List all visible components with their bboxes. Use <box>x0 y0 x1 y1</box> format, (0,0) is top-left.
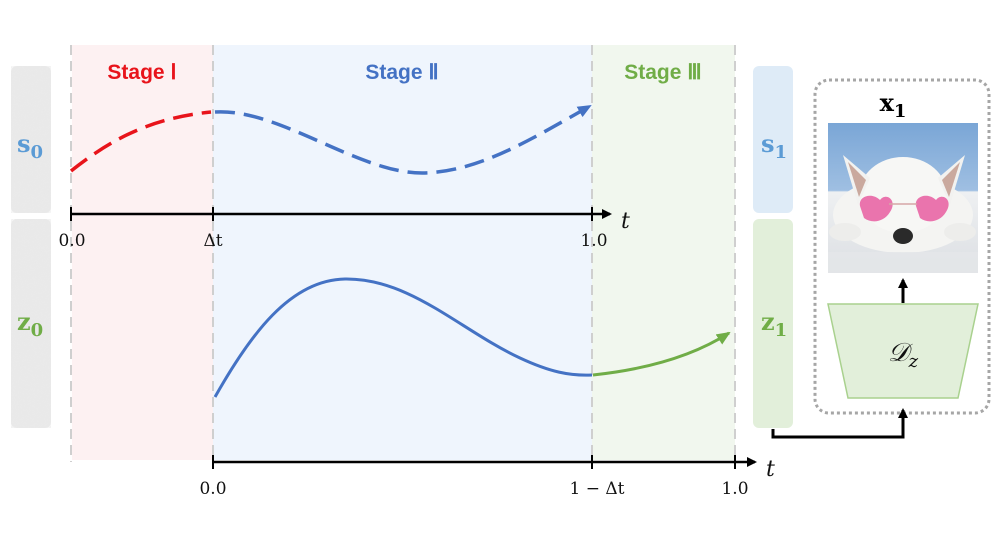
stage1-label: Stage Ⅰ <box>107 61 176 84</box>
top-time-axis: 0.0 Δt 1.0 t <box>58 207 630 251</box>
stage1-region <box>72 45 213 460</box>
s1-box <box>753 66 793 213</box>
z-trajectory-stage2 <box>213 277 593 398</box>
s0-label: s0 <box>17 129 43 163</box>
s1-label: s1 <box>761 129 787 163</box>
x1-label: x1 <box>880 88 907 122</box>
z1-to-decoder-arrow <box>771 408 908 439</box>
s-trajectory-stage1 <box>69 110 212 173</box>
top-axis-tick-0: 0.0 <box>58 231 85 251</box>
z1-label: z1 <box>761 307 787 341</box>
bottom-time-axis: 0.0 1 − Δt 1.0 t <box>199 455 775 499</box>
z1-box <box>753 219 793 428</box>
decoder-container <box>813 78 991 415</box>
decoder-block <box>827 303 979 399</box>
top-axis-tick-1: 1.0 <box>580 231 607 251</box>
bottom-axis-tick-0: 0.0 <box>199 479 226 499</box>
stage3-region <box>592 45 735 460</box>
top-axis-tick-dt: Δt <box>203 231 222 251</box>
bottom-axis-tick-1-dt: 1 − Δt <box>570 479 625 499</box>
z0-label: z0 <box>17 307 43 341</box>
stage2-label: Stage Ⅱ <box>365 61 438 84</box>
s-trajectory-stage2 <box>214 104 592 175</box>
output-image-dog <box>828 123 978 273</box>
stage2-region <box>213 45 592 460</box>
z-trajectory-stage3 <box>592 331 731 377</box>
bottom-axis-variable: t <box>766 457 775 482</box>
stage-separators <box>70 45 736 462</box>
stage3-label: Stage Ⅲ <box>624 61 702 84</box>
bottom-axis-tick-1: 1.0 <box>721 479 748 499</box>
top-axis-variable: t <box>621 209 630 234</box>
